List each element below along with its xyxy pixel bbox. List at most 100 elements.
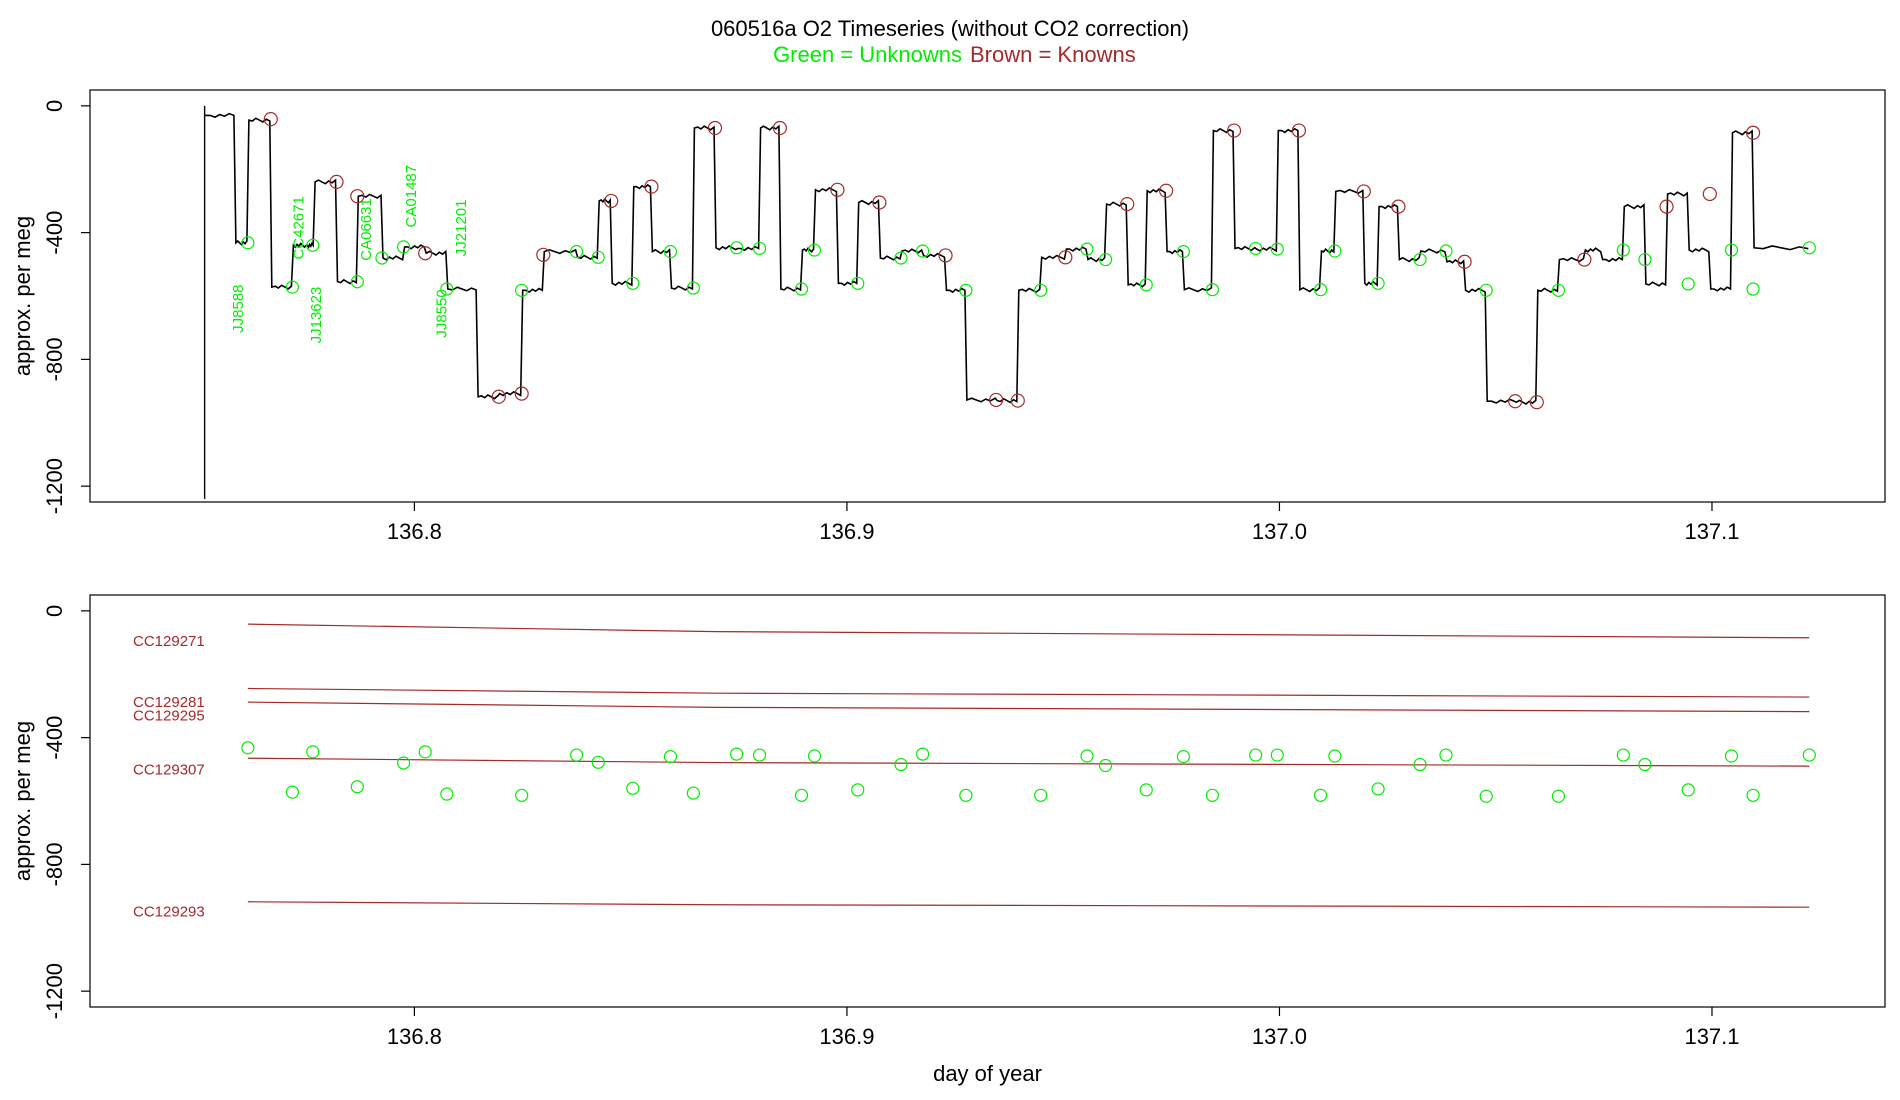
known-reference-line <box>247 757 1810 767</box>
unknown-point <box>1479 789 1493 803</box>
known-marker <box>1659 199 1674 214</box>
unknown-point <box>1802 748 1816 762</box>
known-marker <box>514 386 529 401</box>
unknown-marker <box>1098 252 1113 267</box>
unknown-marker <box>285 280 300 294</box>
known-marker <box>872 195 887 210</box>
unknown-marker <box>916 244 930 258</box>
unknown-point <box>1724 749 1739 763</box>
known-marker <box>1577 252 1592 267</box>
unknown-marker <box>794 282 809 296</box>
unknown-marker <box>1746 282 1760 296</box>
known-marker <box>263 112 278 127</box>
unknown-point <box>1638 757 1652 772</box>
x-axis-label: day of year <box>933 1061 1042 1086</box>
x-tick-label: 137.1 <box>1684 519 1739 544</box>
unknown-sample-label: JJ8588 <box>230 284 247 332</box>
unknown-marker <box>894 251 908 265</box>
unknown-marker <box>591 250 605 264</box>
unknown-point <box>1176 750 1191 764</box>
unknown-sample-label: CA06631 <box>358 198 375 261</box>
known-marker <box>938 248 953 263</box>
unknown-point <box>1681 783 1695 797</box>
unknown-point <box>686 786 700 800</box>
top-timeseries-panel: 136.8 136.9 137.0 137.1 0 -400 -800 -1200 approx… <box>10 89 1886 544</box>
known-marker <box>536 247 551 262</box>
unknown-point <box>851 783 865 797</box>
y-tick-label: -400 <box>42 716 67 760</box>
unknown-point <box>591 755 605 769</box>
y-axis-label: approx. per meg <box>10 216 35 376</box>
known-marker <box>1226 123 1242 138</box>
known-marker <box>350 189 365 204</box>
unknown-marker <box>1439 244 1453 258</box>
unknown-marker <box>1139 278 1153 292</box>
unknown-marker <box>350 275 364 289</box>
known-marker <box>1356 184 1371 199</box>
x-tick-label: 137.0 <box>1252 1024 1307 1049</box>
unknown-point <box>916 747 930 761</box>
known-marker <box>1457 254 1472 269</box>
unknown-marker <box>1371 276 1385 290</box>
known-marker <box>1508 394 1523 409</box>
known-line-label: CC129295 <box>133 707 205 724</box>
unknown-point <box>241 741 255 755</box>
y-tick-label: -400 <box>42 211 67 255</box>
unknown-point <box>1080 749 1094 763</box>
unknown-point <box>959 788 973 802</box>
unknown-marker <box>1413 252 1427 267</box>
unknown-point <box>1371 782 1385 796</box>
unknown-marker <box>1638 252 1652 267</box>
y-tick-label: -1200 <box>42 963 67 1019</box>
unknown-marker <box>1034 283 1048 297</box>
unknown-marker <box>1270 242 1284 256</box>
unknown-marker <box>1328 244 1342 258</box>
unknown-point <box>569 748 584 762</box>
y-axis-label: approx. per meg <box>10 721 35 881</box>
unknown-point <box>1098 758 1113 773</box>
unknown-point <box>794 788 809 802</box>
known-marker <box>772 120 787 136</box>
known-line-label: CC129281 <box>133 694 205 711</box>
unknown-point <box>396 756 411 770</box>
unknown-point <box>1746 788 1760 802</box>
unknown-marker <box>686 281 700 295</box>
known-marker <box>418 246 433 261</box>
legend-knowns: Brown = Knowns <box>970 42 1136 67</box>
unknown-point <box>306 745 320 759</box>
known-line-label: CC129307 <box>133 761 205 778</box>
known-reference-line <box>247 623 1810 639</box>
legend-unknowns: Green = Unknowns <box>773 42 962 67</box>
unknown-marker <box>1080 242 1094 256</box>
unknown-marker <box>851 276 865 290</box>
unknown-sample-label: CA01487 <box>403 165 420 228</box>
unknown-point <box>663 750 678 764</box>
unknown-point <box>1551 789 1566 803</box>
unknown-marker <box>396 240 411 254</box>
known-marker <box>1745 125 1761 140</box>
unknown-point <box>626 781 640 795</box>
unknown-point <box>515 788 529 802</box>
known-marker <box>1291 123 1307 138</box>
known-marker <box>1120 196 1135 212</box>
unknown-point <box>1249 748 1263 762</box>
known-marker <box>830 182 845 197</box>
unknown-marker <box>663 245 678 259</box>
unknown-marker <box>569 245 584 259</box>
y-tick-label: 0 <box>42 100 67 112</box>
unknown-marker <box>306 238 320 252</box>
unknown-marker <box>1681 277 1695 291</box>
o2-trace-line <box>204 112 1809 405</box>
x-tick-label: 136.8 <box>387 1024 442 1049</box>
bottom-knowns-panel: 136.8 136.9 137.0 137.1 0 -400 -800 -1200 approx… <box>10 594 1886 1086</box>
y-tick-label: -800 <box>42 337 67 381</box>
known-line-label: CC129293 <box>133 903 205 920</box>
unknown-marker <box>1313 283 1328 297</box>
known-line-label: CC129271 <box>133 633 205 650</box>
known-marker <box>989 392 1004 408</box>
x-tick-label: 136.8 <box>387 519 442 544</box>
unknown-point <box>1439 748 1453 762</box>
unknown-point <box>285 785 300 799</box>
unknown-marker <box>1802 241 1816 255</box>
unknown-marker <box>440 282 454 296</box>
